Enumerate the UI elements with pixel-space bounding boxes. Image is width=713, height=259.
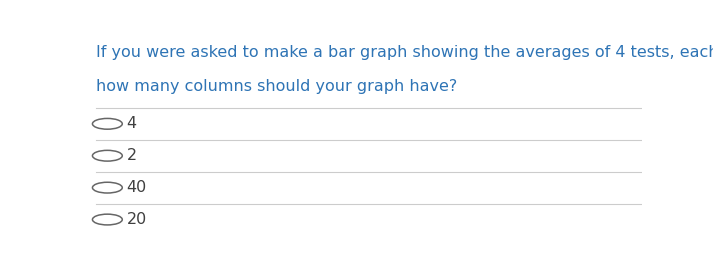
Text: If you were asked to make a bar graph showing the averages of 4 tests, each test: If you were asked to make a bar graph sh… (96, 45, 713, 60)
Text: how many columns should your graph have?: how many columns should your graph have? (96, 79, 458, 94)
Text: 20: 20 (127, 212, 147, 227)
Text: 40: 40 (127, 180, 147, 195)
Text: 4: 4 (127, 116, 137, 131)
Text: 2: 2 (127, 148, 137, 163)
